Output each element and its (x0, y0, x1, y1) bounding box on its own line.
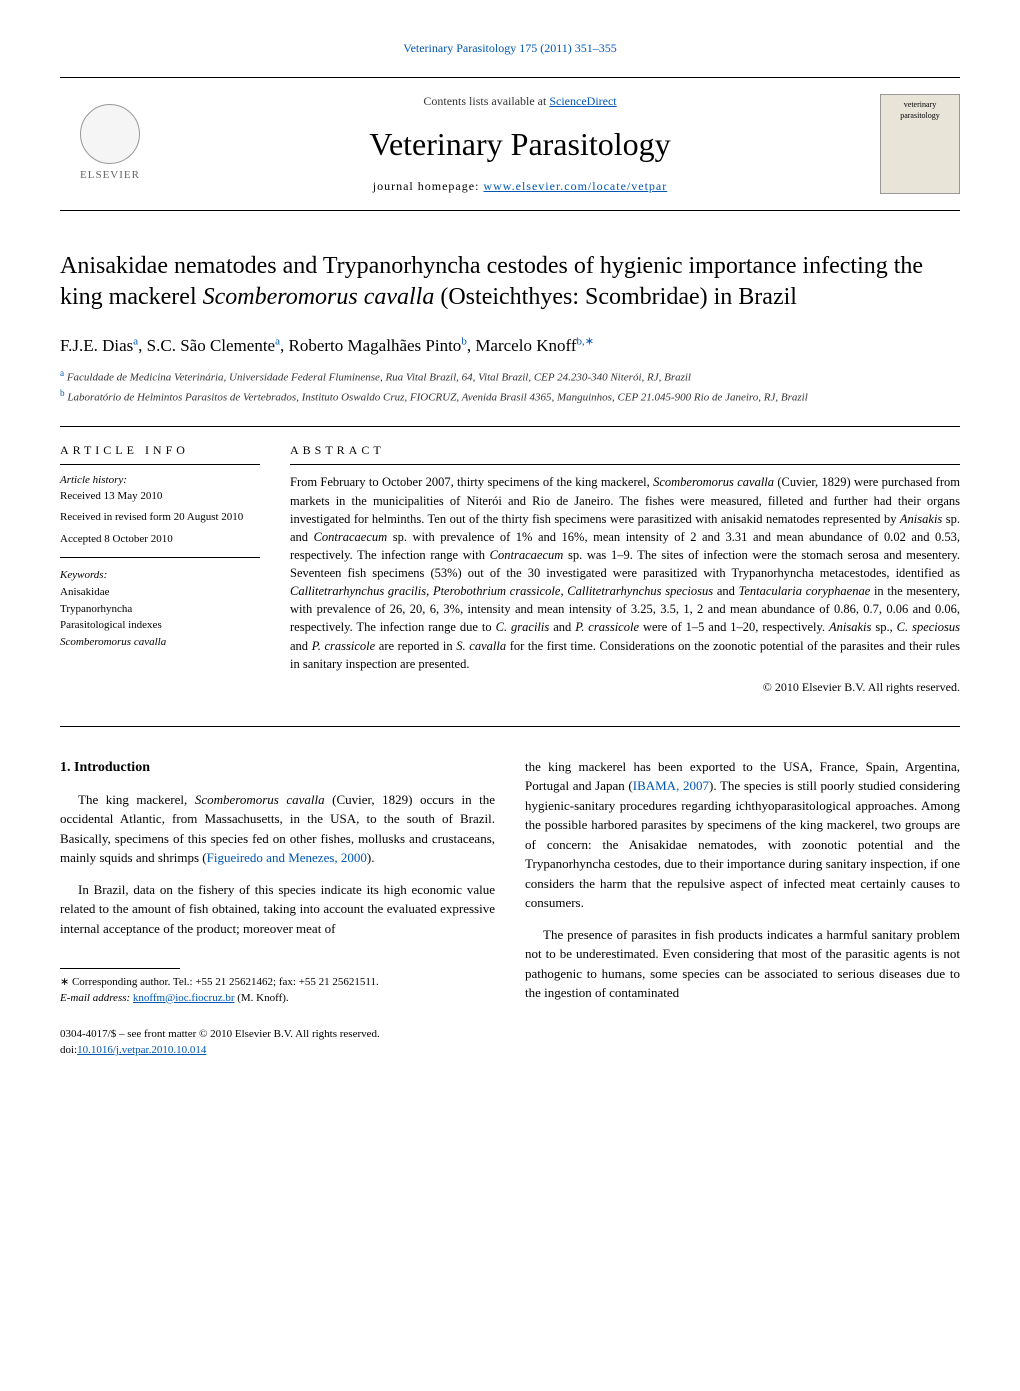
history-label: Article history: (60, 473, 260, 488)
history-revised: Received in revised form 20 August 2010 (60, 510, 260, 525)
affil-b-text: Laboratório de Helmintos Parasitos de Ve… (65, 391, 808, 403)
body-para-1: The king mackerel, Scomberomorus cavalla… (60, 790, 495, 868)
author-3: , Roberto Magalhães Pinto (280, 336, 461, 355)
doi-link[interactable]: 10.1016/j.vetpar.2010.10.014 (77, 1044, 206, 1056)
doi-line: doi:10.1016/j.vetpar.2010.10.014 (60, 1042, 495, 1059)
corresponding-footnote: ∗ Corresponding author. Tel.: +55 21 256… (60, 975, 495, 1006)
email-name: (M. Knoff). (234, 992, 288, 1004)
affil-a: a Faculdade de Medicina Veterinária, Uni… (60, 367, 960, 386)
header-citation[interactable]: Veterinary Parasitology 175 (2011) 351–3… (60, 40, 960, 57)
author-4-sup[interactable]: b,∗ (577, 335, 594, 347)
journal-center: Contents lists available at ScienceDirec… (160, 93, 880, 195)
title-species: Scomberomorus cavalla (203, 284, 435, 310)
author-4: , Marcelo Knoff (467, 336, 577, 355)
title-part2: (Osteichthyes: Scombridae) in Brazil (434, 284, 797, 310)
info-divider (60, 557, 260, 558)
affiliations: a Faculdade de Medicina Veterinária, Uni… (60, 367, 960, 405)
affil-b: b Laboratório de Helmintos Parasitos de … (60, 387, 960, 406)
article-info-label: article info (60, 442, 260, 466)
history-accepted: Accepted 8 October 2010 (60, 532, 260, 547)
author-2: , S.C. São Clemente (138, 336, 275, 355)
author-1: F.J.E. Dias (60, 336, 133, 355)
doi-label: doi: (60, 1044, 77, 1056)
body-para-3: the king mackerel has been exported to t… (525, 757, 960, 913)
journal-title: Veterinary Parasitology (160, 122, 880, 167)
footnote-divider (60, 968, 180, 969)
abstract-label: abstract (290, 442, 960, 466)
abstract-text: From February to October 2007, thirty sp… (290, 473, 960, 672)
journal-header: ELSEVIER Contents lists available at Sci… (60, 77, 960, 211)
elsevier-logo: ELSEVIER (60, 94, 160, 194)
affil-a-text: Faculdade de Medicina Veterinária, Unive… (64, 372, 691, 384)
email-link[interactable]: knoffm@ioc.fiocruz.br (133, 992, 235, 1004)
divider (60, 426, 960, 427)
front-matter: 0304-4017/$ – see front matter © 2010 El… (60, 1026, 495, 1043)
keywords-label: Keywords: (60, 568, 260, 583)
homepage-url-link[interactable]: www.elsevier.com/locate/vetpar (483, 179, 667, 193)
divider-2 (60, 726, 960, 727)
contents-lists: Contents lists available at ScienceDirec… (160, 93, 880, 110)
body-para-4: The presence of parasites in fish produc… (525, 925, 960, 1003)
info-abstract-row: article info Article history: Received 1… (60, 442, 960, 696)
article-info-col: article info Article history: Received 1… (60, 442, 260, 696)
article-title: Anisakidae nematodes and Trypanorhyncha … (60, 251, 960, 313)
keyword-4: Scomberomorus cavalla (60, 635, 260, 650)
cover-text-2: parasitology (900, 110, 940, 121)
body-para-2: In Brazil, data on the fishery of this s… (60, 880, 495, 939)
contents-lists-text: Contents lists available at (423, 94, 549, 108)
abstract-col: abstract From February to October 2007, … (290, 442, 960, 696)
history-received: Received 13 May 2010 (60, 489, 260, 504)
cover-text-1: veterinary (904, 99, 936, 110)
elsevier-tree-icon (80, 104, 140, 164)
bottom-info: 0304-4017/$ – see front matter © 2010 El… (60, 1026, 495, 1059)
abstract-copyright: © 2010 Elsevier B.V. All rights reserved… (290, 679, 960, 696)
elsevier-label: ELSEVIER (80, 168, 140, 183)
keyword-3: Parasitological indexes (60, 618, 260, 633)
corr-text: ∗ Corresponding author. Tel.: +55 21 256… (60, 975, 495, 990)
body-col-right: the king mackerel has been exported to t… (525, 757, 960, 1059)
homepage-label: journal homepage: (373, 179, 484, 193)
email-label: E-mail address: (60, 992, 133, 1004)
authors-line: F.J.E. Diasa, S.C. São Clementea, Robert… (60, 334, 960, 358)
keyword-2: Trypanorhyncha (60, 602, 260, 617)
journal-homepage: journal homepage: www.elsevier.com/locat… (160, 178, 880, 195)
section-heading-intro: 1. Introduction (60, 757, 495, 778)
sciencedirect-link[interactable]: ScienceDirect (549, 94, 616, 108)
journal-cover: veterinary parasitology (880, 94, 960, 194)
corr-email-line: E-mail address: knoffm@ioc.fiocruz.br (M… (60, 991, 495, 1006)
body-columns: 1. Introduction The king mackerel, Scomb… (60, 757, 960, 1059)
keyword-1: Anisakidae (60, 585, 260, 600)
body-col-left: 1. Introduction The king mackerel, Scomb… (60, 757, 495, 1059)
